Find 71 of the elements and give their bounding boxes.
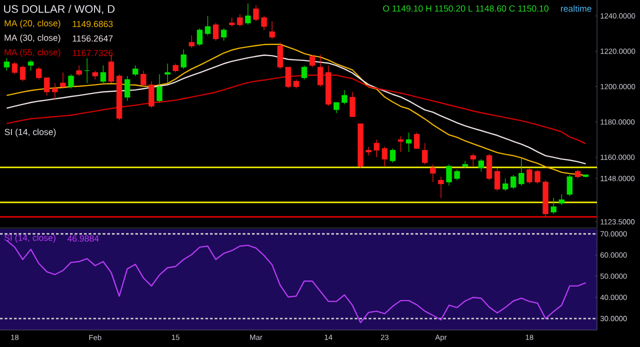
candlestick xyxy=(12,62,18,75)
candlestick xyxy=(317,54,324,87)
series-label: SI (14, close) xyxy=(4,234,56,243)
candlestick xyxy=(261,16,267,30)
candlestick xyxy=(510,174,516,190)
candlestick xyxy=(156,74,162,103)
candlestick xyxy=(430,164,436,182)
candlestick xyxy=(486,153,492,181)
candlestick xyxy=(52,82,58,100)
candlestick xyxy=(253,4,259,22)
candlestick xyxy=(212,22,219,41)
candlestick xyxy=(566,174,572,197)
annotation: O 1149.10 H 1150.20 L 1148.60 C 1150.10 xyxy=(383,5,548,12)
candlestick xyxy=(140,70,146,87)
annotation: 1167.7326 xyxy=(72,50,113,56)
candlestick xyxy=(390,148,396,163)
candlestick xyxy=(4,58,10,72)
candlestick xyxy=(164,63,170,84)
candlestick xyxy=(100,65,106,84)
candlestick xyxy=(237,14,243,27)
candlestick xyxy=(44,77,50,96)
candlestick xyxy=(220,28,227,41)
annotation: 1156.2647 xyxy=(72,35,113,42)
candlestick xyxy=(180,49,186,70)
candlestick xyxy=(245,3,251,26)
candlestick xyxy=(334,102,340,114)
candlestick xyxy=(558,194,564,206)
candlestick xyxy=(188,35,194,48)
candlestick xyxy=(550,198,556,214)
annotation: 46.9884 xyxy=(67,235,99,242)
candlestick xyxy=(374,139,380,158)
candlestick xyxy=(518,156,524,186)
candlestick xyxy=(350,92,356,117)
candlestick xyxy=(446,164,452,186)
candlestick xyxy=(414,132,420,149)
candlestick xyxy=(148,80,154,108)
candlestick xyxy=(196,28,203,46)
chart-title: US DOLLAR / WON, D xyxy=(4,4,115,14)
candlestick xyxy=(285,66,292,89)
candlestick xyxy=(470,153,476,166)
candlestick xyxy=(438,176,444,198)
candlestick xyxy=(20,65,26,82)
candlestick xyxy=(36,66,42,80)
annotation: SI (14, close) xyxy=(4,128,56,137)
candlestick xyxy=(382,146,388,166)
candlestick xyxy=(28,60,34,72)
candlestick xyxy=(526,168,532,184)
annotation: 1149.6863 xyxy=(72,20,113,28)
text: MA (30, close) xyxy=(4,34,60,43)
candlestick xyxy=(478,158,484,172)
candlestick xyxy=(454,169,460,181)
candlestick xyxy=(534,169,540,184)
candlestick xyxy=(68,74,74,89)
candlestick xyxy=(269,20,275,40)
candlestick xyxy=(422,142,428,165)
candlestick xyxy=(277,42,283,70)
candlestick xyxy=(494,168,500,192)
annotation: realtime xyxy=(561,5,592,12)
candlestick xyxy=(309,54,316,68)
candlestick xyxy=(124,76,130,102)
candlestick xyxy=(301,65,308,80)
candlestick xyxy=(406,132,412,152)
candlestick xyxy=(76,65,82,76)
text: MA (55, close) xyxy=(4,48,60,58)
candlestick xyxy=(502,178,508,192)
candlestick xyxy=(204,16,211,36)
candlestick xyxy=(342,90,348,105)
candlestick xyxy=(132,65,138,76)
text: MA (20, close) xyxy=(4,20,60,28)
candlestick xyxy=(84,58,90,84)
candlestick xyxy=(60,72,66,89)
